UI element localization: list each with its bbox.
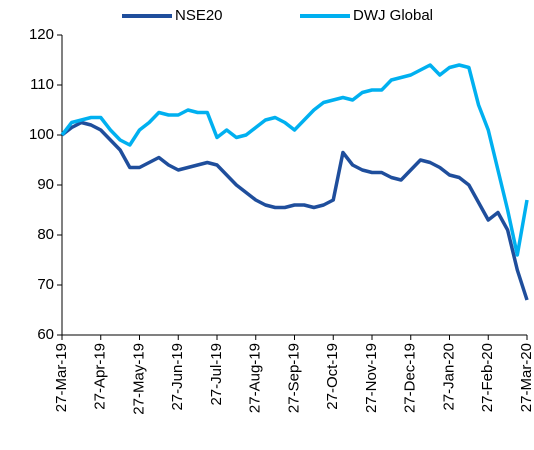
- x-tick-label: 27-Mar-20: [518, 343, 534, 412]
- y-tick-label: 60: [37, 326, 54, 343]
- x-tick-label: 27-Jan-20: [440, 343, 457, 411]
- x-tick-label: 27-Nov-19: [363, 343, 380, 413]
- y-tick-label: 90: [37, 176, 54, 193]
- x-tick-label: 27-Dec-19: [402, 343, 419, 413]
- x-tick-label: 27-Aug-19: [247, 343, 264, 413]
- series-line: [60, 63, 529, 257]
- x-tick-label: 27-Feb-20: [479, 343, 496, 412]
- legend-label: DWJ Global: [353, 7, 433, 24]
- x-tick-label: 27-Mar-19: [53, 343, 70, 412]
- x-tick-label: 27-Oct-19: [324, 343, 341, 410]
- x-tick-label: 27-Apr-19: [92, 343, 109, 410]
- y-tick-label: 120: [29, 26, 54, 43]
- series-line: [60, 120, 529, 301]
- y-tick-label: 110: [30, 76, 54, 93]
- x-tick-label: 27-May-19: [130, 343, 147, 415]
- y-tick-label: 70: [37, 276, 54, 293]
- x-tick-label: 27-Jul-19: [208, 343, 225, 406]
- legend-label: NSE20: [175, 7, 223, 24]
- y-tick-label: 100: [29, 126, 54, 143]
- x-tick-label: 27-Jun-19: [169, 343, 186, 411]
- x-tick-label: 27-Sep-19: [285, 343, 302, 413]
- y-tick-label: 80: [37, 226, 54, 243]
